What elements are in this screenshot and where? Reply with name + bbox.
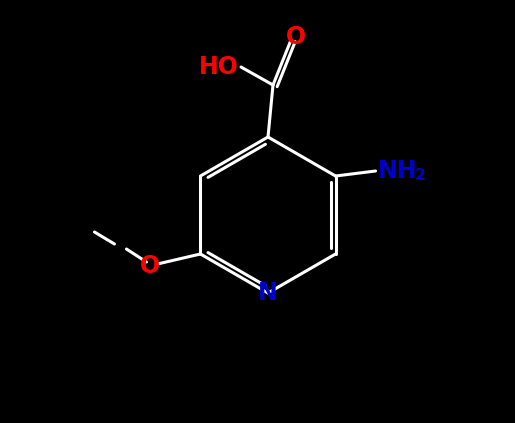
Text: N: N [258,281,278,305]
Text: O: O [140,254,160,278]
Text: 2: 2 [415,168,426,184]
Text: NH: NH [378,159,417,183]
Text: O: O [286,25,306,49]
Text: HO: HO [199,55,239,79]
